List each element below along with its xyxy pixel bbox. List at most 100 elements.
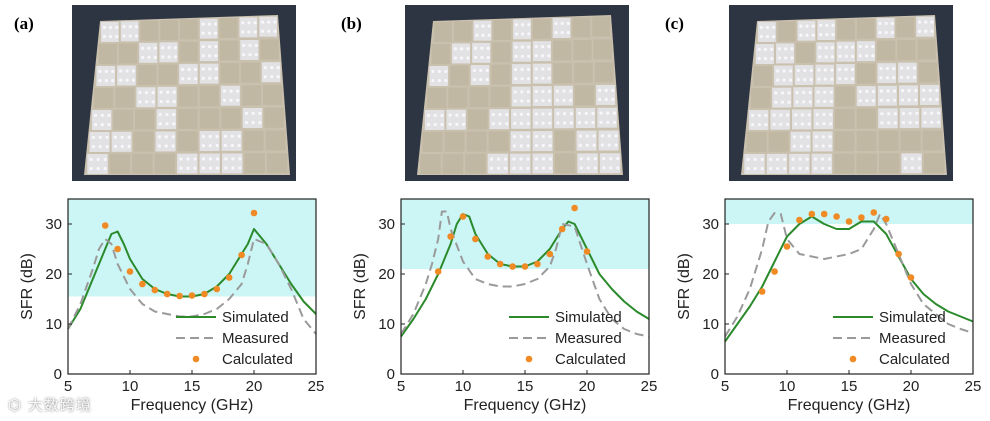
unit-cell-dot <box>912 75 917 79</box>
unit-cell-dot <box>527 23 531 27</box>
unit-cell-dot <box>475 33 479 37</box>
unit-cell-dot <box>772 25 776 30</box>
unit-cell-dot <box>496 166 501 170</box>
unit-cell-dot <box>886 98 890 102</box>
unit-cell-dot <box>201 31 205 35</box>
unit-cell-dot <box>514 45 518 49</box>
unit-cell-dot <box>512 144 516 148</box>
unit-cell-dot <box>757 113 761 118</box>
unit-cell-dot <box>892 66 896 71</box>
board-cell <box>160 20 179 40</box>
unit-cell-dot <box>831 32 835 37</box>
unit-cell-dot <box>791 166 795 170</box>
board-cell <box>532 108 553 129</box>
unit-cell-dot <box>805 157 809 161</box>
unit-cell-dot <box>780 100 785 104</box>
unit-cell-dot <box>858 99 862 103</box>
y-tick-label: 10 <box>45 316 62 333</box>
unit-cell-dot <box>134 34 139 38</box>
unit-cell-dot <box>498 112 502 117</box>
unit-cell-dot <box>788 78 793 82</box>
board-cell <box>490 86 510 107</box>
unit-cell-dot <box>541 121 545 125</box>
unit-cell-dot <box>213 22 218 26</box>
unit-cell-dot <box>829 112 833 117</box>
unit-cell-dot <box>541 166 546 170</box>
unit-cell-dot <box>893 121 897 125</box>
board-cell <box>155 131 176 152</box>
unit-cell-dot <box>799 135 803 139</box>
calculated-point <box>558 225 566 233</box>
calculated-point <box>101 222 109 229</box>
unit-cell-dot <box>577 111 582 116</box>
unit-cell-dot <box>815 122 819 126</box>
unit-cell-dot <box>838 45 842 49</box>
board-cell <box>488 131 509 152</box>
unit-cell-dot <box>193 166 197 170</box>
unit-cell-dot <box>541 67 545 71</box>
board-cell <box>96 66 116 86</box>
board-cell <box>772 87 792 108</box>
unit-cell-dot <box>462 113 466 117</box>
unit-cell-dot <box>237 134 241 138</box>
unit-cell-dot <box>592 143 596 147</box>
unit-cell-dot <box>201 166 206 170</box>
unit-cell-dot <box>534 157 539 161</box>
board-cell <box>511 86 531 107</box>
unit-cell-dot <box>783 157 787 161</box>
unit-cell-dot <box>811 24 815 28</box>
photo-svg <box>84 15 290 175</box>
unit-cell-dot <box>214 76 218 80</box>
board-cell <box>920 84 940 105</box>
unit-cell-dot <box>448 113 452 117</box>
unit-cell-dot <box>486 46 490 50</box>
unit-cell-dot <box>864 54 869 58</box>
unit-cell-dot <box>563 112 567 116</box>
unit-cell-dot <box>936 111 941 115</box>
unit-cell-dot <box>165 122 169 126</box>
unit-cell-dot <box>207 22 211 26</box>
unit-cell-dot <box>759 34 763 39</box>
unit-cell-dot <box>487 33 491 37</box>
board-cell <box>532 131 553 152</box>
unit-cell-dot <box>102 25 106 30</box>
unit-cell-dot <box>830 77 834 81</box>
unit-cell-dot <box>534 121 538 125</box>
board-cell <box>766 153 788 174</box>
unit-cell-dot <box>890 21 894 26</box>
panel-label-a: (a) <box>14 14 34 33</box>
board-cell <box>917 39 936 60</box>
board-cell <box>898 85 919 106</box>
unit-cell-dot <box>105 135 109 140</box>
unit-cell-dot <box>584 111 588 116</box>
unit-cell-dot <box>922 88 926 92</box>
unit-cell-dot <box>879 89 884 93</box>
board-cell <box>263 84 283 105</box>
unit-cell-dot <box>238 166 242 170</box>
unit-cell-dot <box>910 166 914 170</box>
unit-cell-dot <box>548 134 552 139</box>
unit-cell-dot <box>201 134 205 139</box>
unit-cell-dot <box>879 66 883 71</box>
unit-cell-dot <box>805 24 809 28</box>
board-cell <box>532 41 552 62</box>
unit-cell-dot <box>534 44 538 49</box>
calculated-point <box>250 209 258 217</box>
unit-cell-dot <box>513 90 517 94</box>
board-cell <box>180 19 198 40</box>
unit-cell-dot <box>181 67 185 72</box>
unit-cell-dot <box>187 77 191 81</box>
unit-cell-dot <box>215 134 219 139</box>
unit-cell-dot <box>772 34 776 39</box>
unit-cell-dot <box>598 97 602 102</box>
unit-cell-dot <box>534 144 538 148</box>
board-cell <box>179 64 198 85</box>
board-cell <box>450 65 469 86</box>
unit-cell-dot <box>562 98 566 102</box>
unit-cell-dot <box>223 134 227 138</box>
board-cell <box>177 131 198 152</box>
unit-cell-dot <box>893 112 897 116</box>
unit-cell-dot <box>460 47 464 51</box>
unit-cell-dot <box>229 89 233 93</box>
unit-cell-dot <box>505 122 509 126</box>
